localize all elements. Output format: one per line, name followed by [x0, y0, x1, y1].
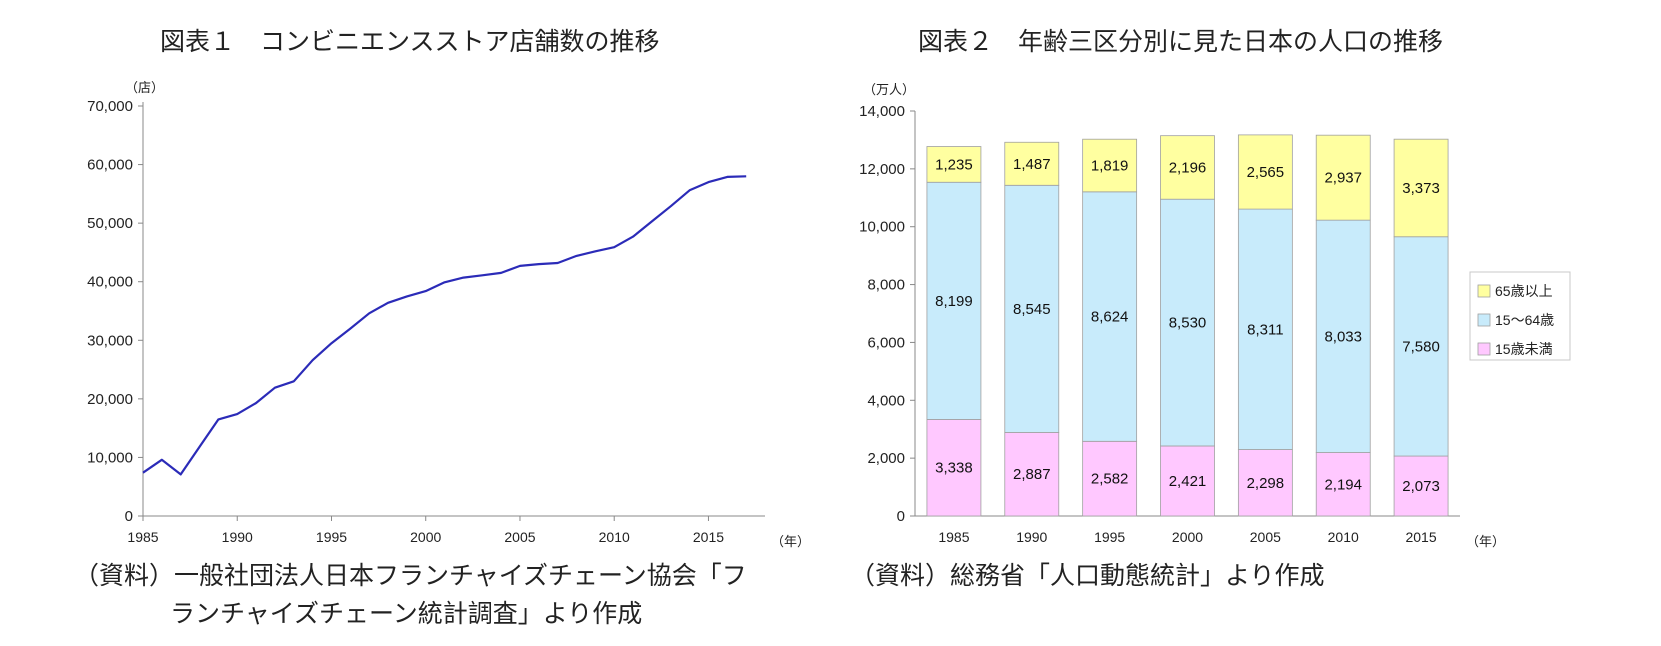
chart1-y-tick-label: 10,000: [87, 449, 133, 466]
chart2-data-label: 8,311: [1247, 321, 1283, 338]
chart2-data-label: 2,565: [1247, 164, 1285, 181]
chart2-data-label: 8,033: [1324, 328, 1362, 345]
chart2-data-label: 2,887: [1013, 466, 1051, 483]
chart1-source-line1: （資料）一般社団法人日本フランチャイズチェーン協会「フ: [74, 561, 747, 590]
chart2-bar-65plus: [1160, 135, 1215, 200]
chart1-y-tick-label: 0: [125, 508, 133, 525]
chart1-y-tick-label: 30,000: [87, 332, 133, 349]
chart2-data-label: 8,545: [1013, 301, 1051, 318]
chart2-data-label: 2,937: [1324, 170, 1362, 187]
chart2-legend-label: 15歳未満: [1495, 341, 1553, 357]
chart2-data-label: 1,235: [935, 156, 973, 173]
chart2-bar-15to64: [1160, 198, 1215, 447]
chart2-bar-15to64: [1004, 184, 1060, 433]
chart2-bar-under15: [1315, 452, 1371, 517]
chart2-bar-65plus: [1004, 141, 1060, 186]
chart2-x-tick-label: 2010: [1328, 529, 1359, 545]
chart2-bar-under15: [926, 419, 982, 517]
chart1-y-tick-label: 50,000: [87, 215, 133, 232]
chart2-data-label: 3,338: [935, 460, 973, 477]
chart2-bar-under15: [1393, 455, 1449, 517]
chart2-bar-under15: [1082, 440, 1138, 517]
chart1-title: 図表１ コンビニエンスストア店舗数の推移: [160, 27, 660, 56]
chart1-unit-label: （店）: [125, 80, 164, 95]
chart2-y-tick-label: 0: [897, 508, 905, 525]
chart2-bar-65plus: [926, 146, 982, 183]
chart2-legend-label: 65歳以上: [1495, 283, 1553, 299]
chart2-y-tick-label: 10,000: [859, 219, 905, 236]
chart1-x-tick-label: 2000: [410, 529, 441, 545]
chart1-source-line2: ランチャイズチェーン統計調査」より作成: [170, 599, 643, 628]
chart1-x-tick-label: 2010: [599, 529, 630, 545]
chart2-y-tick-label: 14,000: [859, 103, 905, 120]
chart2-bar-15to64: [926, 181, 982, 420]
chart2-data-label: 2,194: [1324, 476, 1362, 493]
chart2-x-tick-label: 1985: [938, 529, 969, 545]
chart1-y-tick-label: 70,000: [87, 98, 133, 115]
chart2-bar-15to64: [1237, 208, 1293, 450]
chart2-y-tick-label: 6,000: [867, 334, 905, 351]
chart1-x-tick-label: 1995: [316, 529, 347, 545]
chart2-bar-15to64: [1082, 191, 1138, 442]
chart1-y-tick-label: 60,000: [87, 157, 133, 174]
chart2-x-tick-label: 2005: [1250, 529, 1281, 545]
chart2-bar-65plus: [1315, 134, 1371, 221]
chart2-data-label: 8,530: [1169, 315, 1207, 332]
chart2-legend-swatch: [1477, 342, 1491, 356]
chart1-y-tick-label: 20,000: [87, 391, 133, 408]
chart2-bar-under15: [1004, 432, 1060, 517]
chart2-bar-65plus: [1393, 138, 1449, 238]
chart2-title: 図表２ 年齢三区分別に見た日本の人口の推移: [918, 27, 1444, 56]
chart2-legend-swatch: [1477, 313, 1491, 327]
chart1-x-tick-label: 1990: [222, 529, 253, 545]
chart1-x-tick-label: 2015: [693, 529, 724, 545]
chart2-bar-65plus: [1082, 138, 1138, 193]
chart1-x-unit-label: （年）: [771, 534, 810, 549]
chart2-x-unit-label: （年）: [1466, 534, 1505, 549]
chart2-data-label: 2,073: [1402, 478, 1440, 495]
chart2-bar-65plus: [1237, 134, 1293, 210]
chart2-y-tick-label: 8,000: [867, 277, 905, 294]
chart2-y-tick-label: 12,000: [859, 161, 905, 178]
chart2-bar-under15: [1160, 445, 1215, 517]
chart2-data-label: 8,624: [1091, 309, 1129, 326]
chart2-data-label: 2,582: [1091, 471, 1129, 488]
chart2-bar-under15: [1237, 449, 1293, 517]
chart1-x-tick-label: 1985: [127, 529, 158, 545]
chart2-unit-label: （万人）: [863, 82, 915, 97]
chart2-source: （資料）総務省「人口動態統計」より作成: [850, 561, 1325, 590]
chart2-x-tick-label: 1990: [1016, 529, 1047, 545]
chart2-data-label: 8,199: [935, 293, 973, 310]
chart2-y-tick-label: 2,000: [867, 450, 905, 467]
chart2-data-label: 3,373: [1402, 180, 1440, 197]
chart1-y-tick-label: 40,000: [87, 274, 133, 291]
chart2-data-label: 2,298: [1247, 475, 1285, 492]
chart2-legend-label: 15～64歳: [1495, 312, 1554, 328]
chart2-data-label: 1,487: [1013, 156, 1051, 173]
chart2-x-tick-label: 1995: [1094, 529, 1125, 545]
chart2-y-tick-label: 4,000: [867, 392, 905, 409]
chart1-series-line: [142, 175, 747, 476]
chart1-x-tick-label: 2005: [504, 529, 535, 545]
chart2-bar-15to64: [1315, 219, 1371, 453]
chart2-data-label: 1,819: [1091, 158, 1129, 175]
chart2-x-tick-label: 2015: [1405, 529, 1436, 545]
chart2-data-label: 2,196: [1169, 159, 1207, 176]
chart2-x-tick-label: 2000: [1172, 529, 1203, 545]
chart2-data-label: 2,421: [1169, 473, 1207, 490]
chart2-data-label: 7,580: [1402, 338, 1440, 355]
chart2-legend-swatch: [1477, 284, 1491, 298]
